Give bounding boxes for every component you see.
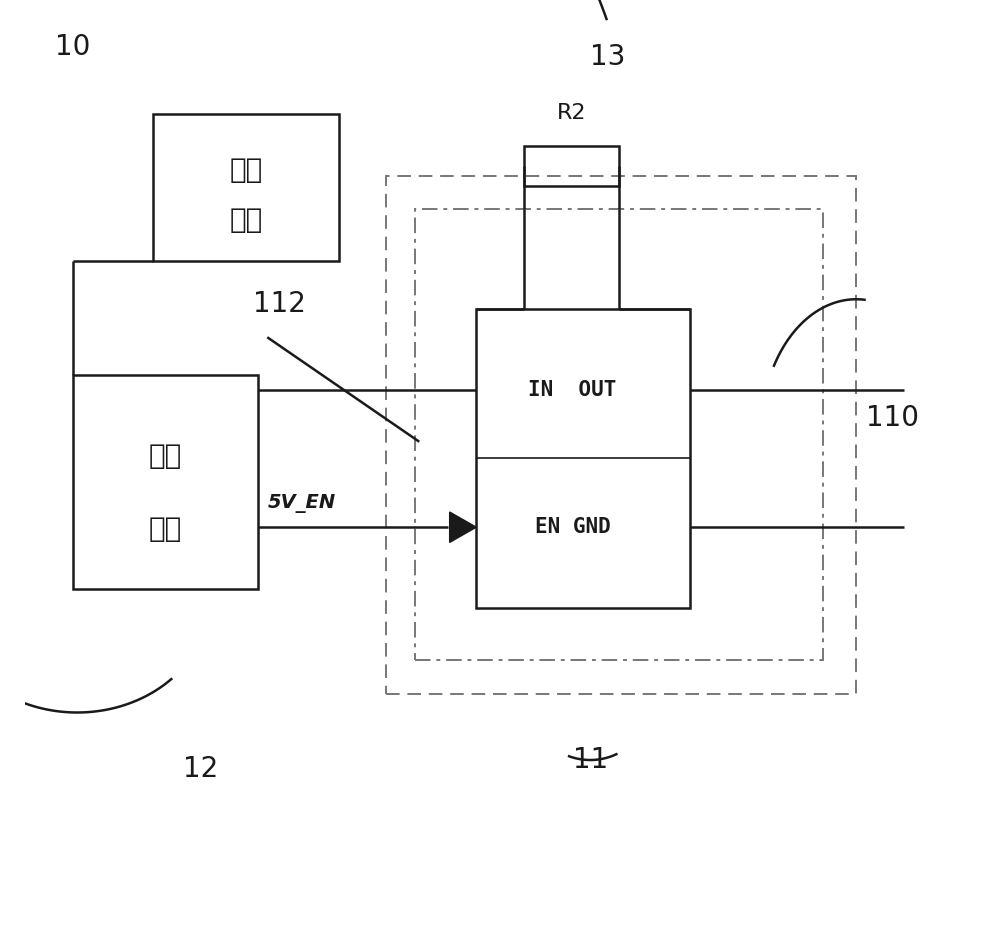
Text: 11: 11	[573, 746, 608, 773]
Text: 电路: 电路	[149, 515, 182, 543]
Text: 12: 12	[183, 755, 218, 783]
Text: IN  OUT: IN OUT	[528, 380, 617, 400]
Text: 控制: 控制	[149, 443, 182, 470]
Text: 报警: 报警	[229, 156, 262, 184]
Text: 电路: 电路	[229, 206, 262, 234]
Text: 110: 110	[866, 404, 919, 432]
Text: R2: R2	[556, 103, 586, 123]
Text: 5V_EN: 5V_EN	[267, 494, 336, 513]
Text: EN GND: EN GND	[535, 517, 610, 537]
Text: 112: 112	[253, 291, 306, 318]
Text: 10: 10	[55, 33, 91, 61]
Polygon shape	[450, 512, 476, 542]
Text: 13: 13	[590, 43, 626, 70]
